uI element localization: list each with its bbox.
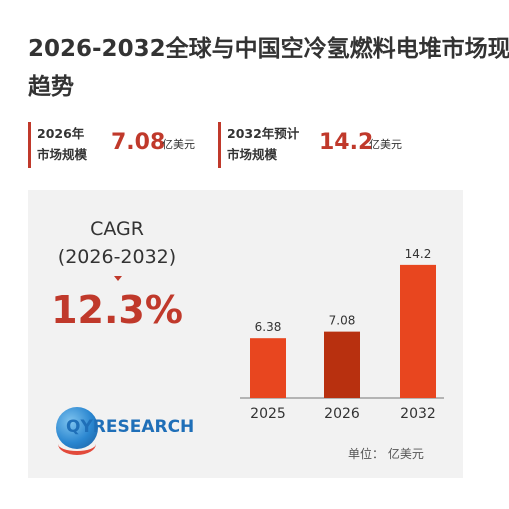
bar-2026 xyxy=(324,331,360,398)
x-tick-label-2032: 2032 xyxy=(400,406,436,422)
page-title-line2: 趋势 xyxy=(28,74,74,100)
x-tick-label-2025: 2025 xyxy=(250,406,286,422)
page-title: 2026-2032全球与中国空冷氢燃料电堆市场现 趋势 xyxy=(28,30,509,106)
unit-label: 单位： 亿美元 xyxy=(348,447,424,461)
stat-2026-market-size: 2026年 市场规模 7.08 亿美元 xyxy=(28,122,211,168)
stat-2026-unit: 亿美元 xyxy=(162,138,195,151)
swoosh-icon xyxy=(58,433,96,455)
chart-panel: CAGR (2026-2032) 12.3% QYRESEARCH 6.38 20… xyxy=(28,190,463,478)
logo-text: QYRESEARCH xyxy=(66,417,195,437)
x-tick-label-2026: 2026 xyxy=(324,406,360,422)
stat-2032-label-line2: 市场规模 xyxy=(227,147,278,162)
stat-2026-label: 2026年 市场规模 xyxy=(37,123,111,165)
data-label-2032: 14.2 xyxy=(405,247,432,261)
cagr-label: CAGR xyxy=(90,218,144,240)
bar-2032 xyxy=(400,264,436,398)
stat-2032-unit: 亿美元 xyxy=(369,138,402,151)
bar-chart: 6.38 2025 7.08 2026 14.2 2032 xyxy=(240,247,444,422)
cagr-value: 12.3% xyxy=(51,288,183,332)
stat-2026-value: 7.08 xyxy=(111,130,166,155)
stat-2026-label-line2: 市场规模 xyxy=(37,147,88,162)
cagr-arrow-icon xyxy=(114,276,122,281)
stat-2026-label-line1: 2026年 xyxy=(37,126,85,141)
page-title-line1: 2026-2032全球与中国空冷氢燃料电堆市场现 xyxy=(28,36,509,62)
stat-2032-value: 14.2 xyxy=(319,130,374,155)
stat-2032-label: 2032年预计 市场规模 xyxy=(227,123,317,165)
stat-2032-market-size: 2032年预计 市场规模 14.2 亿美元 xyxy=(218,122,421,168)
stat-2032-label-line1: 2032年预计 xyxy=(227,126,300,141)
bar-2025 xyxy=(250,338,286,398)
cagr-period: (2026-2032) xyxy=(57,246,177,268)
data-label-2026: 7.08 xyxy=(329,314,356,328)
data-label-2025: 6.38 xyxy=(255,320,282,334)
qyresearch-logo: QYRESEARCH xyxy=(56,405,194,455)
